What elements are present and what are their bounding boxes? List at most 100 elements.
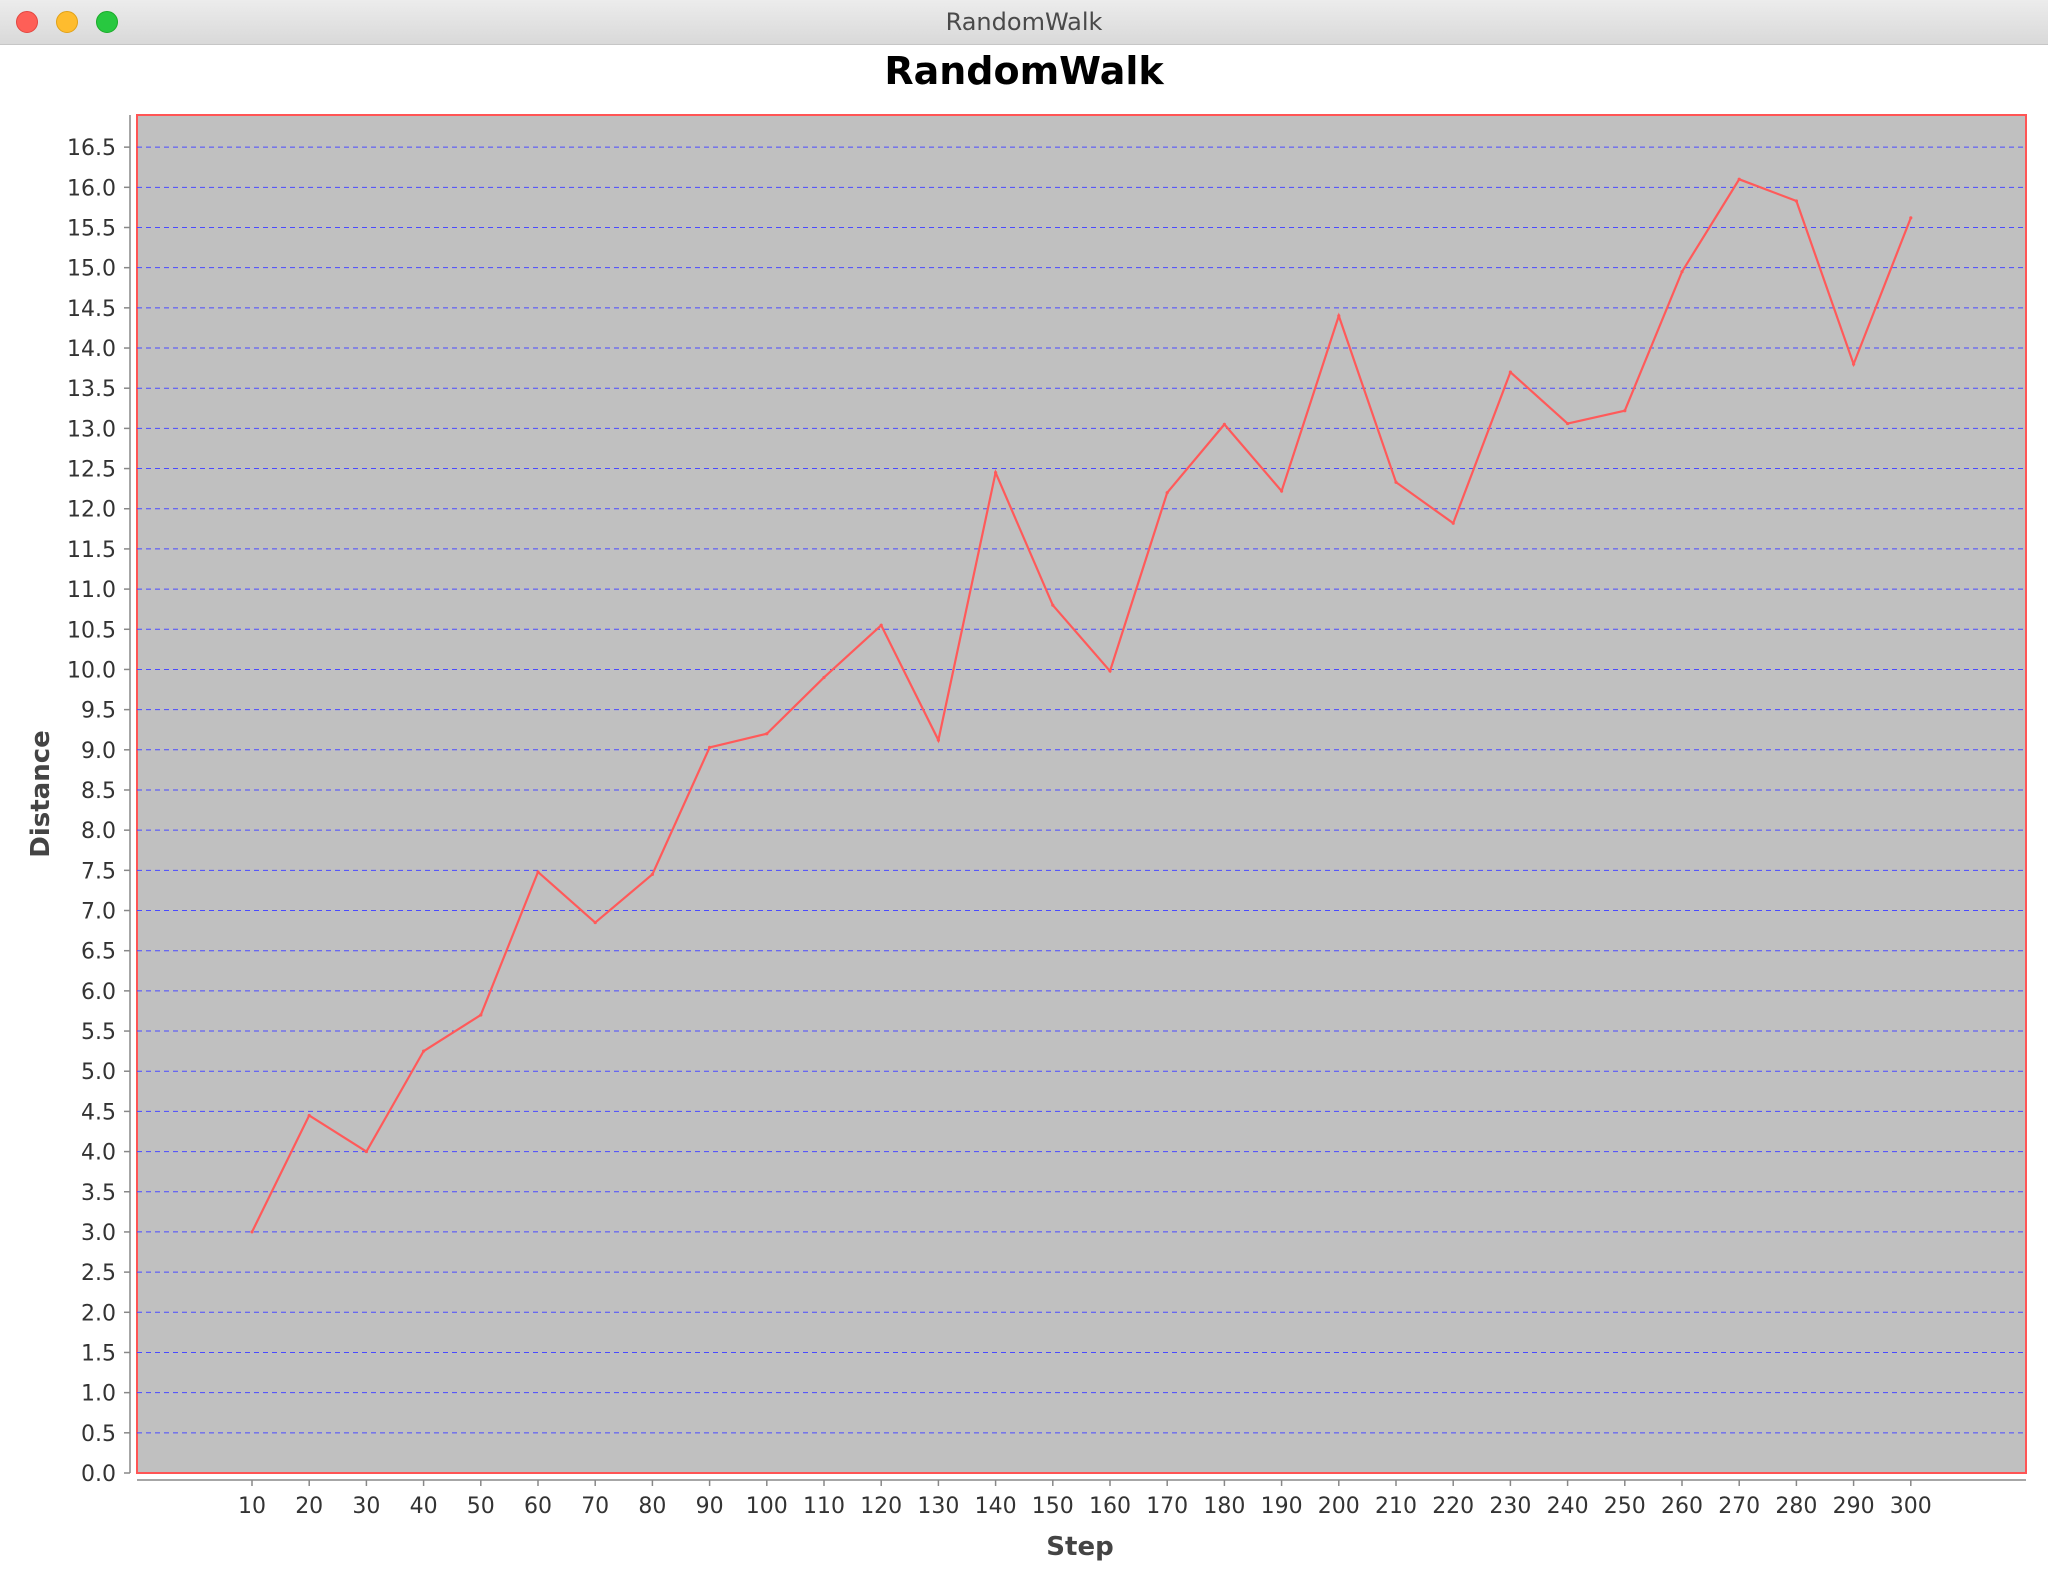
- y-tick-label: 9.0: [81, 739, 116, 764]
- data-point: [936, 738, 941, 742]
- x-tick-label: 70: [581, 1494, 609, 1519]
- y-axis-ticks: 0.0 0.5 1.0 1.5 2.0 2.5 3.0 3.5 4.0 4.5 5.0 5.5 6.0 6…: [67, 136, 130, 1487]
- y-tick-label: 13.5: [67, 377, 116, 402]
- x-tick-label: 260: [1661, 1494, 1703, 1519]
- data-point: [1623, 409, 1627, 413]
- y-tick-label: 10.5: [67, 618, 116, 643]
- data-point: [1566, 421, 1570, 426]
- y-tick-label: 3.5: [81, 1181, 116, 1206]
- x-tick-label: 300: [1890, 1494, 1932, 1519]
- y-axis-label: Distance: [26, 730, 56, 858]
- x-tick-label: 90: [696, 1494, 724, 1519]
- y-tick-label: 0.5: [81, 1422, 116, 1447]
- x-tick-label: 230: [1489, 1494, 1531, 1519]
- x-tick-label: 250: [1604, 1494, 1646, 1519]
- x-tick-label: 60: [524, 1494, 552, 1519]
- x-tick-label: 110: [803, 1494, 845, 1519]
- y-tick-label: 2.0: [81, 1301, 116, 1326]
- x-tick-label: 220: [1432, 1494, 1474, 1519]
- y-tick-label: 7.5: [81, 859, 116, 884]
- data-point: [1451, 521, 1455, 525]
- chart: RandomWalk 0.0 0.5 1.0 1.5 2.0 2.5 3.0 3.5 4.0 4.…: [26, 49, 2027, 1562]
- y-tick-label: 3.0: [81, 1221, 116, 1246]
- window-titlebar[interactable]: RandomWalk: [0, 0, 2048, 45]
- data-point: [1165, 491, 1169, 495]
- y-tick-label: 2.5: [81, 1261, 116, 1286]
- y-tick-label: 4.0: [81, 1141, 116, 1166]
- y-tick-label: 0.0: [81, 1462, 116, 1487]
- x-tick-label: 140: [975, 1494, 1017, 1519]
- y-tick-label: 1.0: [81, 1382, 116, 1407]
- x-tick-label: 120: [860, 1494, 902, 1519]
- x-tick-label: 20: [295, 1494, 323, 1519]
- y-tick-label: 9.5: [81, 699, 116, 724]
- y-tick-label: 15.0: [67, 257, 116, 282]
- y-tick-label: 5.0: [81, 1060, 116, 1085]
- x-tick-label: 150: [1032, 1494, 1074, 1519]
- x-tick-label: 10: [238, 1494, 266, 1519]
- data-point: [422, 1049, 426, 1053]
- data-point: [1794, 199, 1798, 203]
- x-tick-label: 240: [1547, 1494, 1589, 1519]
- x-tick-label: 50: [467, 1494, 495, 1519]
- plot-area: [136, 114, 2027, 1474]
- x-tick-label: 160: [1089, 1494, 1131, 1519]
- x-tick-label: 290: [1833, 1494, 1875, 1519]
- y-tick-label: 11.5: [67, 538, 116, 563]
- window-title: RandomWalk: [945, 8, 1103, 36]
- data-point: [1852, 362, 1856, 366]
- data-point: [650, 872, 655, 876]
- x-tick-label: 180: [1203, 1494, 1245, 1519]
- y-tick-label: 1.5: [81, 1341, 116, 1366]
- data-point: [879, 623, 883, 627]
- data-point: [708, 745, 712, 749]
- data-point: [1108, 669, 1112, 673]
- y-tick-label: 7.0: [81, 900, 116, 925]
- x-tick-label: 100: [746, 1494, 788, 1519]
- data-point: [1394, 480, 1398, 484]
- y-tick-label: 14.5: [67, 297, 116, 322]
- data-point: [1737, 177, 1741, 181]
- data-point: [1508, 370, 1512, 374]
- data-point: [307, 1113, 311, 1118]
- data-point: [1680, 270, 1684, 274]
- data-point: [1337, 314, 1341, 318]
- y-tick-label: 11.0: [67, 578, 116, 603]
- data-point: [479, 1013, 483, 1017]
- x-tick-label: 170: [1146, 1494, 1188, 1519]
- y-tick-label: 4.5: [81, 1100, 116, 1125]
- data-point: [250, 1230, 254, 1234]
- data-point: [765, 732, 769, 736]
- data-point: [364, 1149, 368, 1154]
- x-tick-label: 190: [1261, 1494, 1303, 1519]
- data-point: [1222, 422, 1226, 426]
- data-point: [593, 920, 597, 925]
- y-tick-label: 5.5: [81, 1020, 116, 1045]
- zoom-button[interactable]: [96, 11, 118, 33]
- series-line: [251, 177, 1912, 1233]
- close-button[interactable]: [16, 11, 38, 33]
- x-tick-label: 130: [917, 1494, 959, 1519]
- data-point: [1909, 216, 1913, 220]
- y-tick-label: 12.5: [67, 458, 116, 483]
- x-axis-ticks: 10 20 30 40 50 60 70 80 90 100 110 120 130 140 150 160 1…: [238, 1480, 1932, 1519]
- y-tick-label: 13.0: [67, 417, 116, 442]
- x-tick-label: 280: [1775, 1494, 1817, 1519]
- y-tick-label: 15.5: [67, 216, 116, 241]
- minimize-button[interactable]: [56, 11, 78, 33]
- y-tick-label: 8.5: [81, 779, 116, 804]
- y-tick-label: 14.0: [67, 337, 116, 362]
- data-point: [822, 675, 826, 680]
- data-point: [994, 470, 998, 475]
- x-tick-label: 30: [352, 1494, 380, 1519]
- x-tick-label: 270: [1718, 1494, 1760, 1519]
- y-tick-label: 16.5: [67, 136, 116, 161]
- axes: [129, 115, 2026, 1481]
- data-point: [536, 870, 540, 874]
- x-tick-label: 210: [1375, 1494, 1417, 1519]
- series: [250, 177, 1913, 1234]
- data-point: [1280, 489, 1284, 493]
- x-tick-label: 200: [1318, 1494, 1360, 1519]
- chart-title: RandomWalk: [884, 49, 1164, 93]
